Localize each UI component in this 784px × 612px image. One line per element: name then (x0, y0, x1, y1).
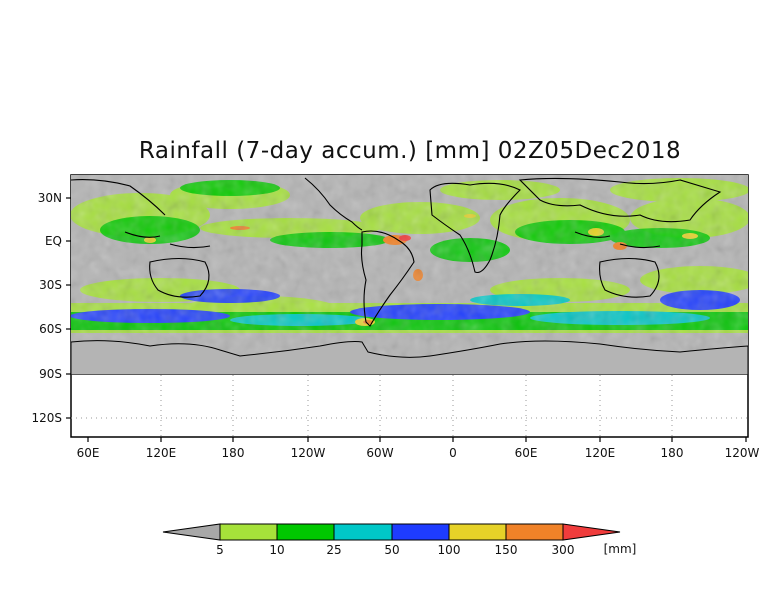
colorbar-label: 100 (438, 543, 461, 557)
x-tick-label: 60W (366, 446, 393, 460)
continent-outlines (71, 177, 722, 327)
colorbar-label: 300 (552, 543, 575, 557)
x-tick-label: 120W (291, 446, 326, 460)
colorbar-bin (391, 523, 450, 541)
map-title: Rainfall (7-day accum.) [mm] 02Z05Dec201… (138, 138, 682, 164)
colorbar-bin (448, 523, 507, 541)
colorbar-label: 5 (216, 543, 224, 557)
colorbar-label: 150 (495, 543, 518, 557)
x-tick-label: 180 (661, 446, 684, 460)
y-tick-label: 120S (31, 411, 62, 425)
x-tick-label: 120E (585, 446, 616, 460)
x-tick-label: 0 (449, 446, 457, 460)
colorbar-label: 10 (269, 543, 284, 557)
x-tick-label: 120E (146, 446, 177, 460)
colorbar-label: 50 (384, 543, 399, 557)
antarctica-coast (71, 340, 748, 375)
y-tick-label: EQ (45, 234, 62, 248)
grid-lines (71, 375, 748, 437)
x-tick-label: 120W (725, 446, 760, 460)
y-axis (66, 197, 71, 419)
colorbar-unit: [mm] (604, 542, 637, 556)
colorbar-bin (219, 523, 278, 541)
x-tick-label: 180 (222, 446, 245, 460)
y-tick-label: 30S (39, 278, 62, 292)
x-axis (87, 437, 747, 442)
colorbar: 5 10 25 50 100 150 300 [mm] (162, 523, 637, 557)
x-tick-label: 60E (515, 446, 538, 460)
x-tick-label: 60E (77, 446, 100, 460)
colorbar-bin (505, 523, 564, 541)
y-tick-label: 60S (39, 322, 62, 336)
rainfall-field (71, 175, 748, 375)
colorbar-low-arrow (162, 523, 221, 541)
y-tick-label: 30N (38, 191, 62, 205)
colorbar-bin (276, 523, 335, 541)
colorbar-high-arrow (562, 523, 621, 541)
y-tick-label: 90S (39, 367, 62, 381)
colorbar-label: 25 (326, 543, 341, 557)
colorbar-bin (333, 523, 393, 541)
